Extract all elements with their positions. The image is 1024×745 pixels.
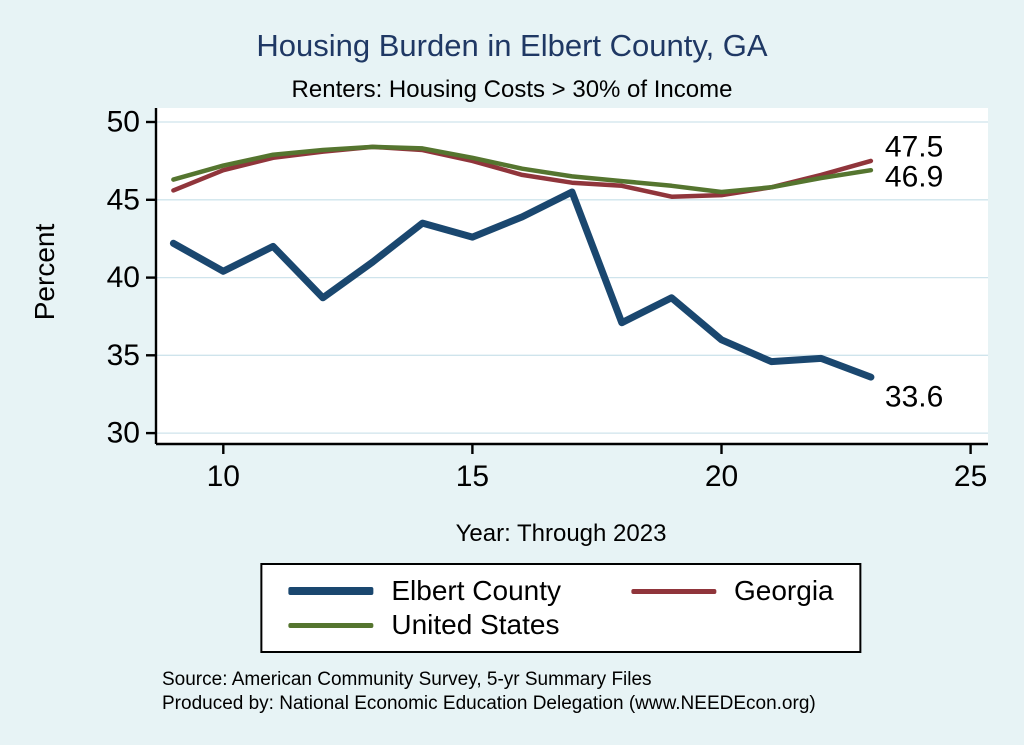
legend-item-elbert-county: Elbert County [288, 575, 561, 607]
svg-text:40: 40 [107, 261, 140, 294]
produced-by-note: Produced by: National Economic Education… [162, 692, 816, 714]
legend: Elbert County Georgia United States [260, 563, 862, 653]
svg-text:30: 30 [107, 417, 140, 450]
legend-swatch [288, 587, 374, 595]
svg-text:45: 45 [107, 183, 140, 216]
svg-text:25: 25 [954, 460, 987, 493]
y-axis-label: Percent [29, 223, 60, 321]
svg-text:47.5: 47.5 [885, 130, 943, 163]
source-note: Source: American Community Survey, 5-yr … [162, 669, 652, 690]
svg-text:35: 35 [107, 339, 140, 372]
line-chart: 30 35 40 45 50 10 15 20 25 33.6 47.546.9 [107, 106, 988, 493]
legend-item-georgia: Georgia [631, 575, 834, 607]
chart-title: Housing Burden in Elbert County, GA [256, 28, 768, 63]
legend-item-united-states: United States [288, 609, 561, 641]
legend-swatch [631, 588, 717, 594]
svg-text:33.6: 33.6 [885, 381, 943, 414]
svg-text:15: 15 [456, 460, 489, 493]
legend-swatch [288, 622, 374, 628]
footer: Source: American Community Survey, 5-yr … [162, 668, 816, 716]
svg-text:20: 20 [705, 460, 738, 493]
chart-subtitle: Renters: Housing Costs > 30% of Income [291, 76, 733, 103]
legend-label: Elbert County [391, 575, 562, 606]
x-axis-label: Year: Through 2023 [455, 520, 667, 547]
svg-text:10: 10 [207, 460, 240, 493]
svg-text:50: 50 [107, 106, 140, 139]
svg-text:46.9: 46.9 [885, 161, 943, 194]
legend-label: United States [391, 609, 560, 640]
legend-label: Georgia [734, 575, 834, 606]
